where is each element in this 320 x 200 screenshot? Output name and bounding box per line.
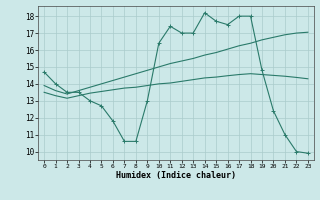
X-axis label: Humidex (Indice chaleur): Humidex (Indice chaleur) <box>116 171 236 180</box>
